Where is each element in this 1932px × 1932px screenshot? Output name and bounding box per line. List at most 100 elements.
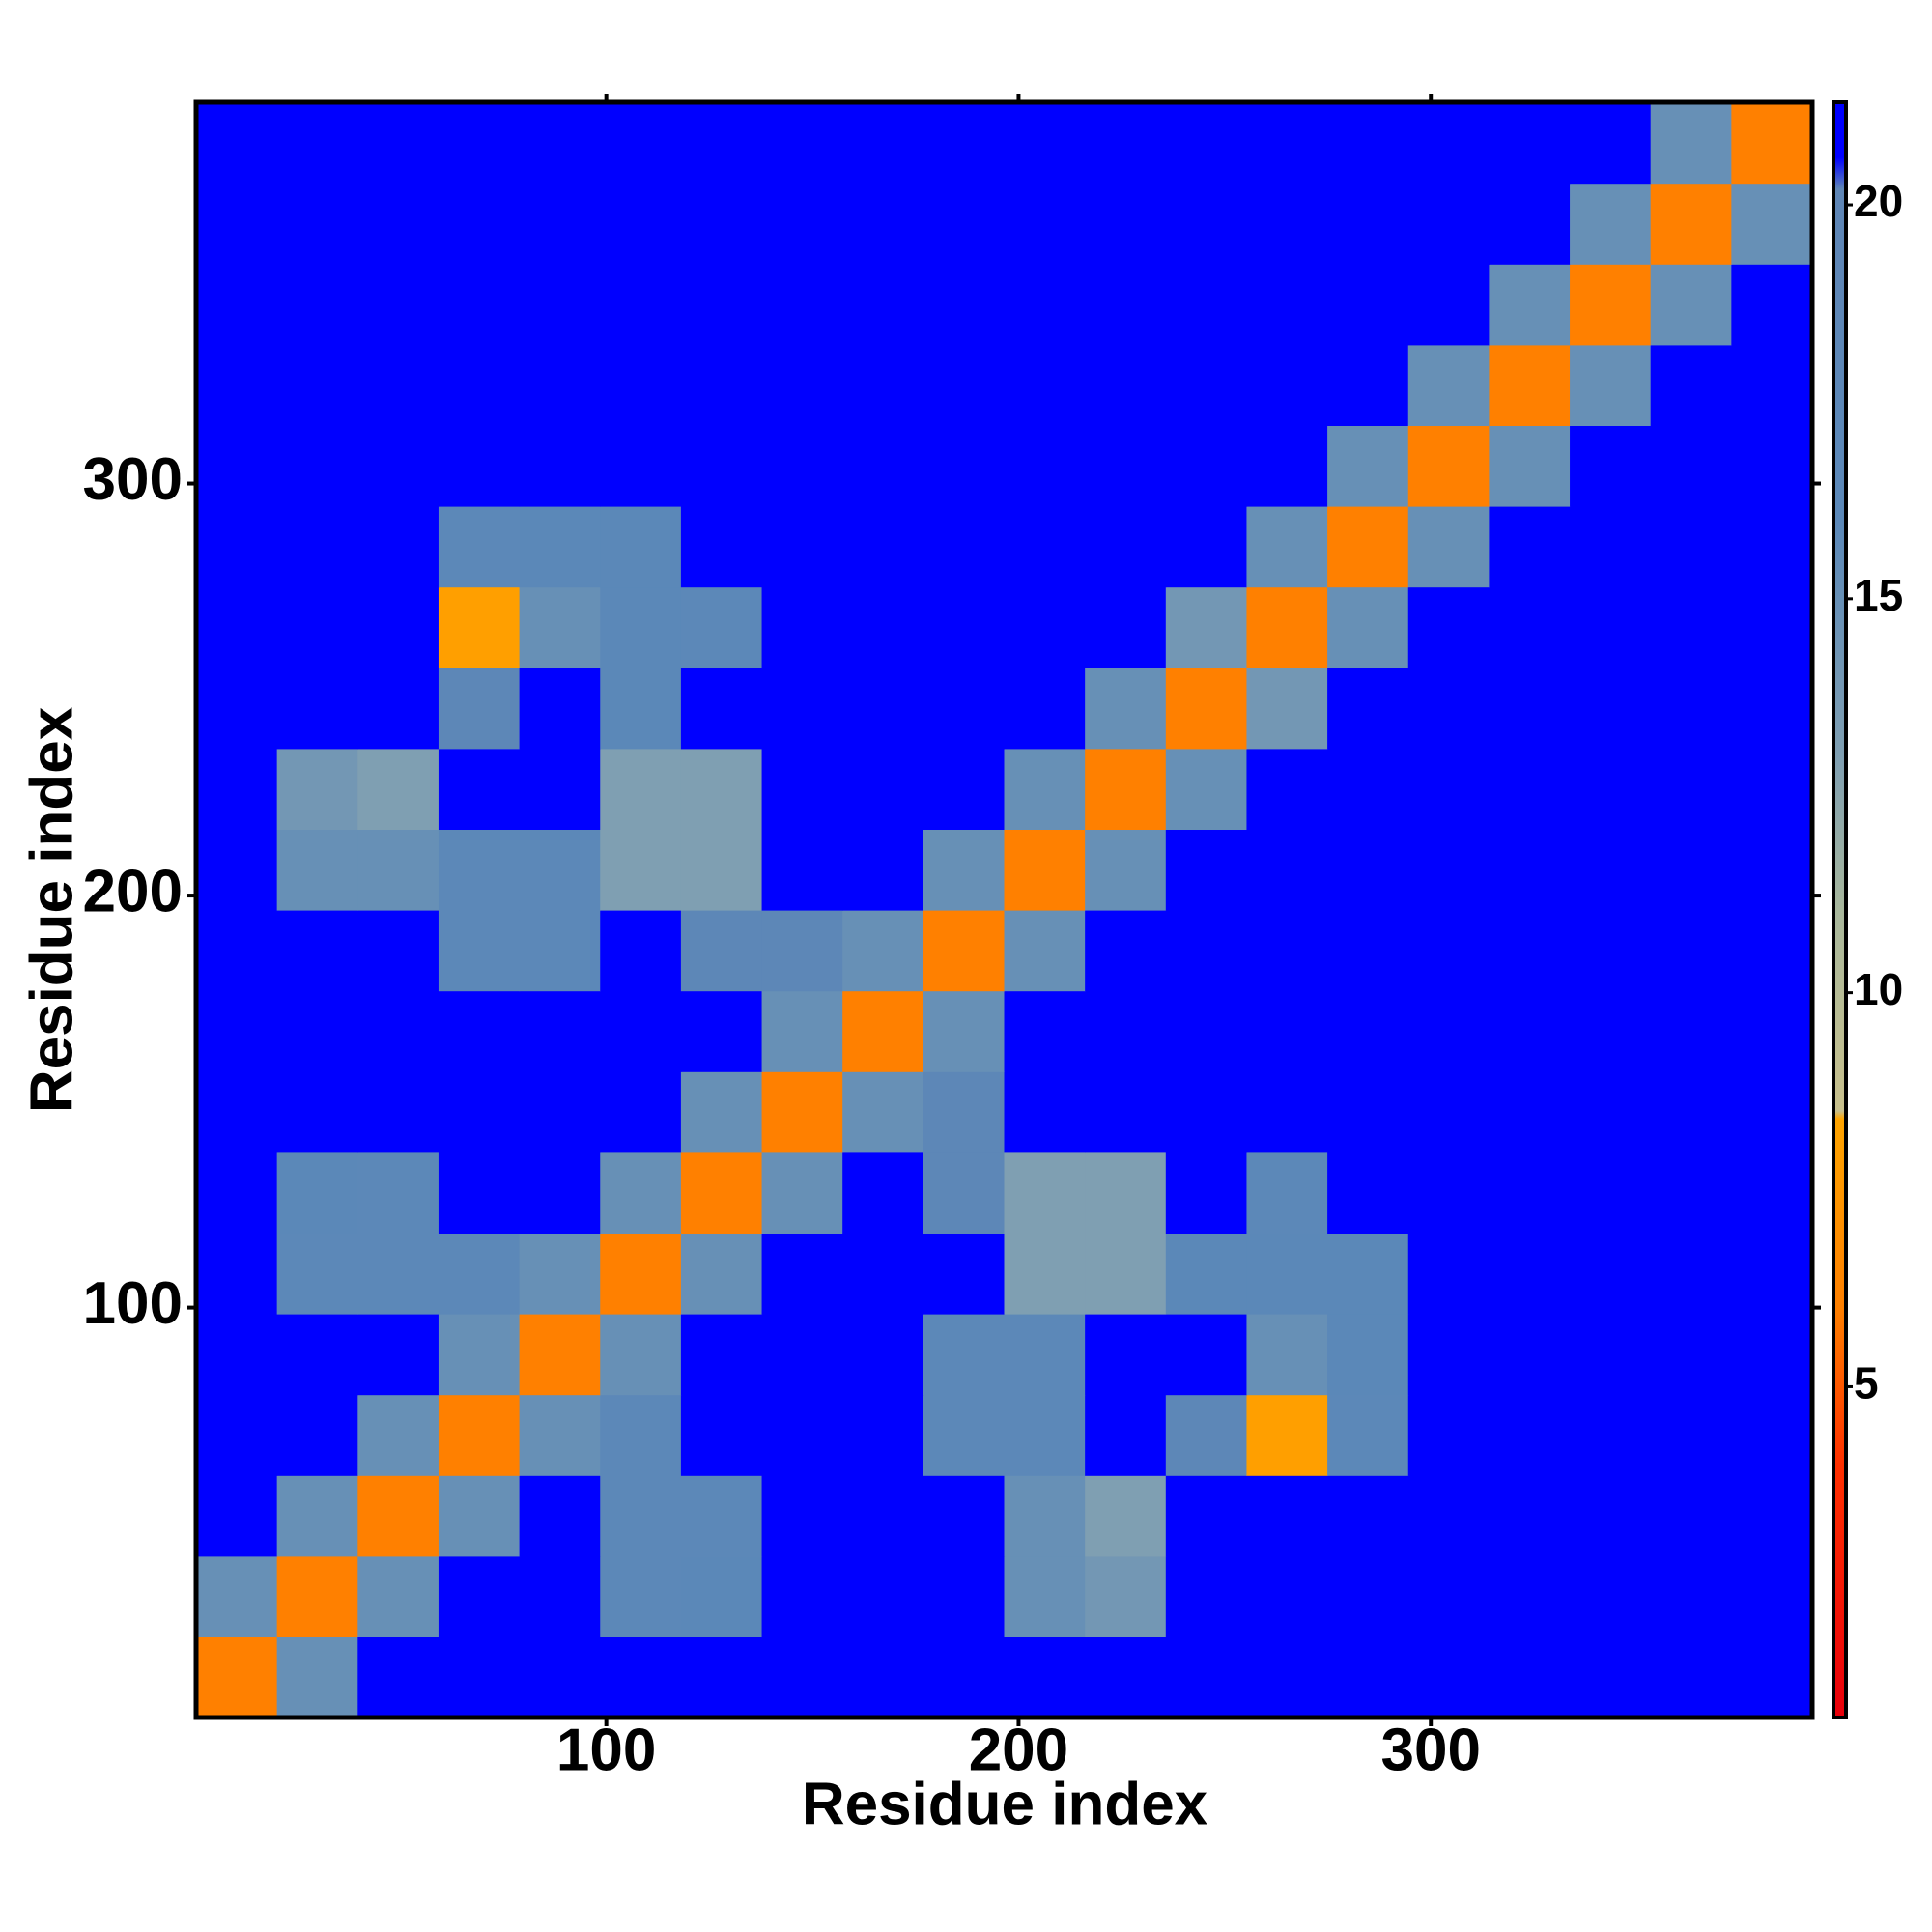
heat-cell	[1165, 748, 1248, 830]
heat-cell	[1650, 1071, 1732, 1153]
colorbar	[1832, 100, 1848, 1719]
heat-cell	[600, 344, 682, 426]
heat-cell	[842, 1233, 924, 1315]
heat-cell	[600, 506, 682, 588]
heat-cell	[1004, 1475, 1086, 1557]
heat-cell	[276, 1151, 358, 1234]
heat-cell	[1731, 1555, 1813, 1637]
heat-cell	[761, 1394, 843, 1476]
heat-cell	[196, 1233, 278, 1315]
heat-cell	[276, 425, 358, 507]
heat-cell	[761, 748, 843, 830]
heat-cell	[357, 264, 440, 346]
heat-cell	[1489, 1151, 1571, 1234]
heat-cell	[1004, 506, 1086, 588]
heat-cell	[1165, 102, 1248, 185]
heat-cell	[357, 748, 440, 830]
heat-cell	[1489, 910, 1571, 992]
heat-cell	[1165, 425, 1248, 507]
heat-cell	[438, 425, 521, 507]
heat-cell	[1489, 829, 1571, 911]
heat-cell	[1731, 506, 1813, 588]
heat-cell	[276, 1394, 358, 1476]
heat-cell	[438, 668, 521, 750]
heat-cell	[519, 183, 601, 265]
heat-cell	[276, 1314, 358, 1396]
heat-cell	[1004, 586, 1086, 668]
heat-cell	[357, 1394, 440, 1476]
heat-cell	[357, 668, 440, 750]
heat-cell	[1407, 990, 1490, 1072]
heat-cell	[1650, 506, 1732, 588]
heat-cell	[1246, 990, 1328, 1072]
heat-cell	[923, 264, 1006, 346]
heat-cell	[196, 1151, 278, 1234]
heat-cell	[1570, 1314, 1652, 1396]
heat-cell	[680, 506, 763, 588]
heat-cell	[923, 102, 1006, 185]
heat-cell	[1327, 1475, 1409, 1557]
heat-cell	[600, 1636, 682, 1719]
heat-cell	[1570, 1475, 1652, 1557]
heat-cell	[1731, 1394, 1813, 1476]
x-axis-title: Residue index	[802, 1771, 1208, 1837]
heat-cell	[1085, 829, 1167, 911]
heat-cell	[680, 829, 763, 911]
heat-cell	[1327, 1636, 1409, 1719]
heat-cell	[276, 748, 358, 830]
heat-cell	[680, 1394, 763, 1476]
heat-cell	[438, 586, 521, 668]
heat-cell	[1246, 1394, 1328, 1476]
heat-cell	[1165, 1071, 1248, 1153]
heat-cell	[1650, 748, 1732, 830]
heat-cell	[842, 829, 924, 911]
heat-cell	[1650, 829, 1732, 911]
heat-cell	[761, 990, 843, 1072]
heat-cell	[357, 1151, 440, 1234]
heat-cell	[438, 1394, 521, 1476]
heat-cell	[1570, 1151, 1652, 1234]
heat-cell	[1489, 102, 1571, 185]
heat-cell	[438, 829, 521, 911]
heat-cell	[680, 1233, 763, 1315]
heat-cell	[1650, 668, 1732, 750]
heat-cell	[1004, 425, 1086, 507]
heat-cell	[357, 183, 440, 265]
heat-cell	[276, 1071, 358, 1153]
heat-cell	[1407, 1314, 1490, 1396]
heat-cell	[923, 829, 1006, 911]
heat-cell	[923, 506, 1006, 588]
heat-cell	[1570, 264, 1652, 346]
heat-cell	[438, 748, 521, 830]
heat-cell	[1165, 1394, 1248, 1476]
heat-cell	[1327, 668, 1409, 750]
heat-cell	[438, 102, 521, 185]
heat-cell	[1085, 1555, 1167, 1637]
heat-cell	[680, 102, 763, 185]
heat-cell	[1407, 1233, 1490, 1315]
heat-cell	[1489, 1475, 1571, 1557]
heat-cell	[923, 668, 1006, 750]
heat-cell	[1004, 1314, 1086, 1396]
heat-cell	[519, 264, 601, 346]
heat-cell	[1327, 264, 1409, 346]
heat-cell	[1407, 829, 1490, 911]
heat-cell	[1327, 910, 1409, 992]
heat-cell	[1650, 102, 1732, 185]
heat-cell	[600, 668, 682, 750]
heat-cell	[357, 1314, 440, 1396]
heat-cell	[1650, 910, 1732, 992]
heat-cell	[1165, 1233, 1248, 1315]
heat-cell	[1731, 990, 1813, 1072]
heat-cell	[1570, 748, 1652, 830]
heat-cell	[196, 1475, 278, 1557]
heat-cell	[842, 264, 924, 346]
heat-cell	[519, 910, 601, 992]
heat-cell	[842, 506, 924, 588]
heat-cell	[276, 506, 358, 588]
heat-cell	[1731, 1475, 1813, 1557]
heat-cell	[600, 425, 682, 507]
heat-cell	[357, 102, 440, 185]
heat-cell	[600, 1071, 682, 1153]
heat-cell	[923, 1233, 1006, 1315]
